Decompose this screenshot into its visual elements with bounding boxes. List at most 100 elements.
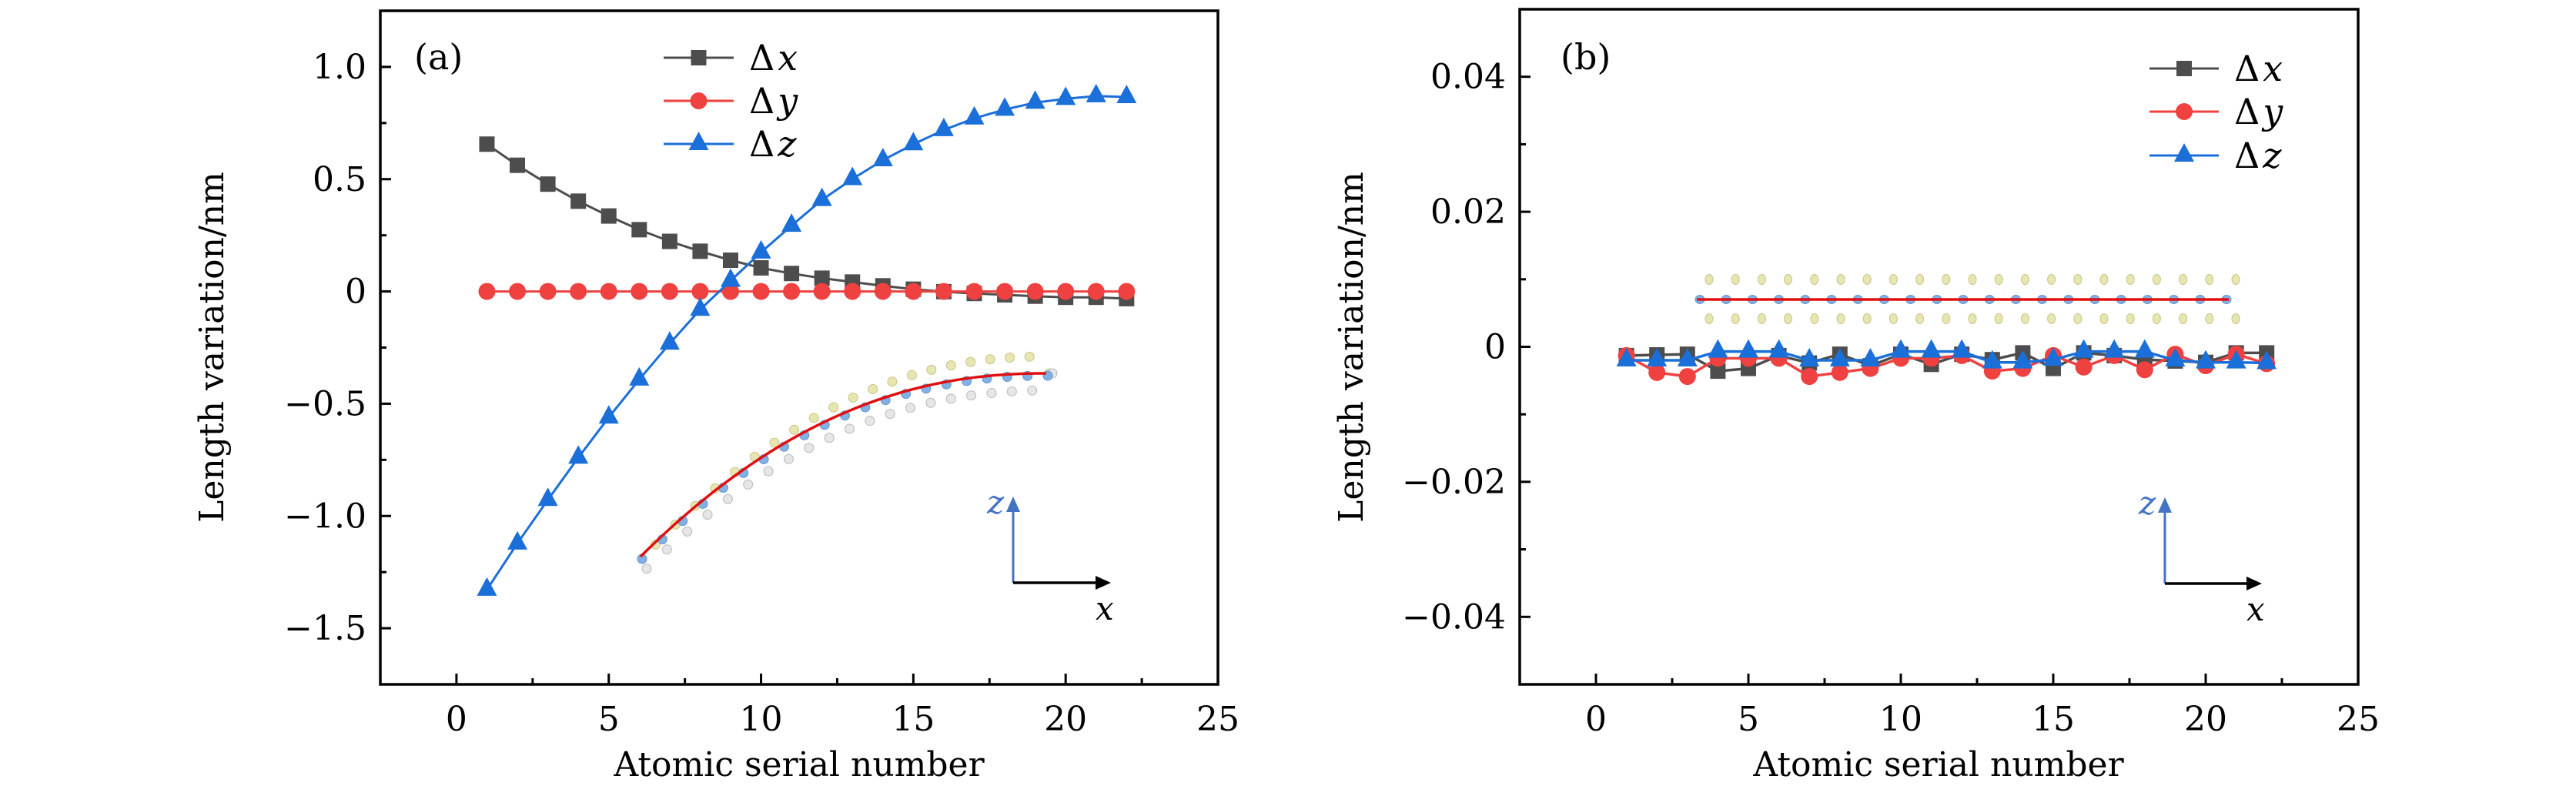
series-line-dx [1626, 351, 2267, 373]
atom-top [2020, 274, 2029, 285]
series-line-dy [1625, 353, 2267, 378]
data-point-dx [479, 136, 495, 152]
data-point-dz [872, 147, 893, 166]
data-point-dz [1677, 348, 1698, 367]
atom-bottom [661, 544, 672, 555]
atom-top [1942, 274, 1951, 285]
atom-top [945, 360, 956, 371]
atom-bottom [1915, 313, 1925, 324]
atom-bottom [1810, 313, 1819, 324]
legend-label: Δx [2234, 48, 2283, 89]
atom-bottom [1027, 385, 1038, 396]
inset-curve [639, 372, 1046, 558]
data-point-dz [964, 105, 985, 125]
data-point-dz [933, 117, 954, 136]
x-tick-label: 10 [1879, 700, 1922, 739]
atom-bottom [682, 526, 693, 537]
data-point-dy [965, 283, 983, 300]
data-point-dy [1648, 363, 1666, 381]
atom-bottom [1836, 313, 1845, 324]
y-tick-label: 1.0 [313, 48, 366, 87]
data-point-dz [2134, 339, 2155, 358]
legend-item-dx: Δx [2149, 48, 2283, 89]
data-point-dx [753, 259, 769, 276]
legend-marker-circle-icon [2176, 103, 2193, 120]
x-axis-title: Atomic serial number [613, 745, 985, 784]
y-tick-label: 0.02 [1430, 192, 1506, 232]
atom-bottom [885, 409, 895, 420]
series-line-dz [486, 95, 1127, 590]
atom-bottom [1784, 313, 1793, 324]
y-axis-title: Length variation/nm [1332, 172, 1371, 523]
atom-bottom [1705, 313, 1714, 324]
coordinate-axes: zx [986, 483, 1114, 627]
data-point-dz [477, 577, 497, 596]
legend-label: Δy [749, 80, 798, 122]
data-point-dz [811, 187, 832, 206]
data-point-dy [996, 283, 1014, 300]
data-point-dz [2196, 350, 2216, 369]
legend-item-dx: Δx [664, 37, 798, 79]
data-point-dz [2012, 350, 2033, 369]
data-point-dy [509, 283, 527, 300]
atom-bottom [1968, 313, 1977, 324]
series-dz [477, 83, 1137, 596]
data-point-dz [1921, 339, 1942, 358]
y-tick-label: −1.5 [284, 609, 366, 648]
x-axis: 0 5 10 15 20 25 [446, 674, 1239, 739]
x-axis-title: Atomic serial number [1752, 745, 2124, 784]
atom-bottom [1862, 313, 1872, 324]
atom-top [1968, 274, 1977, 285]
data-point-dy [752, 283, 770, 300]
x-tick-label: 15 [2032, 700, 2075, 739]
coordinate-axes: zx [2138, 484, 2265, 628]
y-tick-label: −0.02 [1402, 463, 1506, 502]
panel-label: (a) [414, 36, 463, 78]
y-tick-label: −1.0 [284, 497, 366, 536]
series-dz [1616, 339, 2277, 370]
data-point-dz [1055, 86, 1076, 105]
atom-top [1757, 274, 1766, 285]
series-line-dz [1626, 350, 2267, 365]
data-point-dy [1678, 368, 1696, 386]
atom-bottom [945, 393, 956, 404]
x-tick-label: 5 [1738, 700, 1759, 739]
data-point-dz [1952, 339, 1972, 358]
data-point-dz [995, 97, 1015, 116]
atom-bottom [986, 388, 997, 399]
data-point-dz [659, 331, 680, 350]
atom-top [2047, 274, 2056, 285]
data-point-dy [783, 283, 801, 300]
atom-top [808, 413, 819, 423]
x-tick-label: 20 [2184, 700, 2227, 739]
series-dx [479, 136, 1135, 306]
atom-bottom [702, 510, 713, 520]
atom-bottom [743, 479, 754, 490]
data-point-dz [1799, 348, 1820, 367]
data-point-dz [2043, 347, 2063, 366]
data-point-dy [905, 283, 922, 300]
data-point-dy [1118, 283, 1136, 300]
atom-bottom [865, 416, 875, 426]
data-point-dy [1026, 283, 1044, 300]
panel-b: 0.04 0.02 0 −0.02 −0.04 0 5 10 15 20 25 Length va… [1332, 8, 2380, 784]
y-tick-label: −0.04 [1402, 597, 1506, 637]
legend-marker-square-icon [2176, 61, 2192, 76]
data-point-dx [631, 222, 647, 238]
atom-top [1889, 274, 1898, 285]
atom-top [868, 383, 878, 394]
x-tick-label: 15 [892, 700, 935, 739]
atom-top [650, 539, 661, 550]
data-point-dy [1831, 363, 1848, 381]
legend-marker-triangle-icon [688, 132, 709, 150]
atom-top [1994, 274, 2003, 285]
atom-top [926, 364, 937, 375]
x-tick-label: 5 [598, 700, 620, 739]
data-point-dy [2136, 361, 2153, 379]
data-point-dz [1829, 348, 1850, 367]
data-point-dz [842, 166, 863, 186]
data-point-dz [2104, 339, 2125, 358]
atom-top [1024, 351, 1035, 362]
data-point-dz [2257, 350, 2277, 370]
data-point-dy [935, 283, 952, 300]
